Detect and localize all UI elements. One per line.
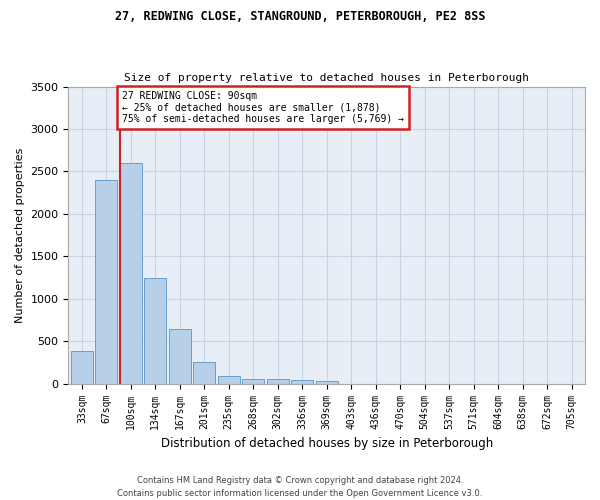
Bar	[120, 163, 142, 384]
Bar	[169, 330, 191, 384]
Bar	[218, 376, 240, 384]
Y-axis label: Number of detached properties: Number of detached properties	[15, 148, 25, 323]
Bar	[242, 378, 264, 384]
X-axis label: Distribution of detached houses by size in Peterborough: Distribution of detached houses by size …	[161, 437, 493, 450]
Bar	[193, 362, 215, 384]
Bar	[291, 380, 313, 384]
Text: 27, REDWING CLOSE, STANGROUND, PETERBOROUGH, PE2 8SS: 27, REDWING CLOSE, STANGROUND, PETERBORO…	[115, 10, 485, 23]
Bar	[71, 350, 93, 384]
Text: Contains HM Land Registry data © Crown copyright and database right 2024.
Contai: Contains HM Land Registry data © Crown c…	[118, 476, 482, 498]
Bar	[95, 180, 118, 384]
Text: 27 REDWING CLOSE: 90sqm
← 25% of detached houses are smaller (1,878)
75% of semi: 27 REDWING CLOSE: 90sqm ← 25% of detache…	[122, 91, 404, 124]
Bar	[316, 381, 338, 384]
Bar	[145, 278, 166, 384]
Title: Size of property relative to detached houses in Peterborough: Size of property relative to detached ho…	[124, 73, 529, 83]
Bar	[267, 379, 289, 384]
